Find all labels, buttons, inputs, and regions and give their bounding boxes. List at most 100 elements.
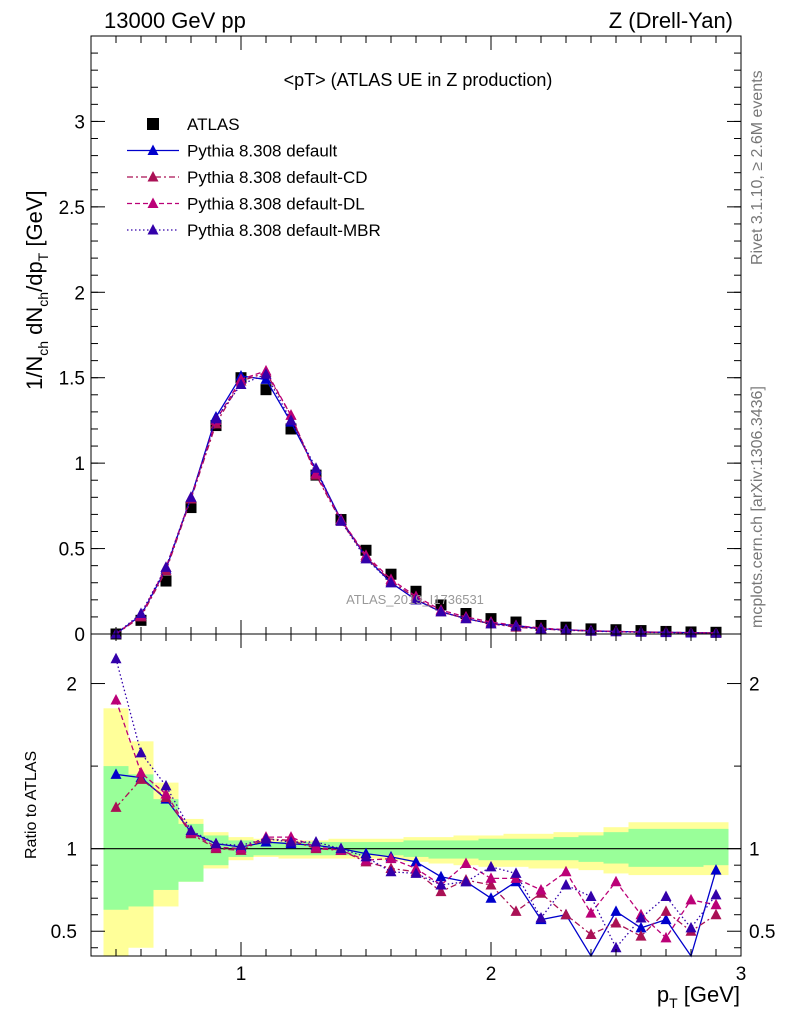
band-green [128,774,154,907]
legend-marker [147,197,159,208]
atlas-point [160,575,172,587]
x-tick-label: 2 [486,964,497,985]
x-axis-label: pT [GeV] [657,982,740,1011]
ratio-point [485,878,497,890]
series-point [310,462,322,473]
legend: ATLAS Pythia 8.308 default Pythia 8.308 de… [127,115,381,240]
ratio-point [135,746,147,758]
ratio-point [110,801,122,812]
ratio-series-3 [110,652,722,953]
ratio-point [410,867,422,878]
ratio-point [710,898,722,910]
legend-label: Pythia 8.308 default [187,142,338,161]
ratio-point [635,912,647,923]
ratio-point [685,921,697,933]
ratio-point [110,694,122,705]
main-title: <pT> (ATLAS UE in Z production) [284,70,553,90]
header-left: 13000 GeV pp [104,8,246,33]
ratio-point [135,766,147,778]
band-green [528,838,554,861]
ratio-point [710,908,722,920]
ratio-line [115,658,717,949]
ratio-point [410,855,422,867]
ratio-y-tick-label: 2 [66,675,77,696]
ratio-point [185,824,197,836]
band-green [703,828,729,866]
band-green [103,766,129,910]
ratio-point [560,865,572,877]
ratio-series-2 [110,694,722,943]
ratio-ylabel: Ratio to ATLAS [23,751,40,859]
ratio-y-tick-label-right: 0.5 [749,922,775,943]
ratio-line [115,699,717,939]
series-point [460,612,472,624]
y-tick-label: 2 [74,283,85,304]
band-green [153,799,179,890]
atlas-point [260,384,272,396]
series-point [510,620,522,631]
ratio-point [210,837,222,849]
ratio-point [660,890,672,902]
ratio-point [160,779,172,791]
ratio-point [135,773,147,784]
ratio-y-tick-label-right: 1 [749,840,760,861]
ratio-point [610,905,622,916]
ratio-point [310,836,322,847]
series-point [360,552,372,564]
series-point [285,414,297,425]
ratio-point [485,892,497,903]
ratio-point [660,905,672,916]
ratio-point [435,878,447,890]
ratio-point [460,857,472,869]
band-green [628,828,654,867]
ratio-point [660,931,672,943]
legend-marker [147,144,159,155]
series-point [335,515,347,526]
ratio-point [460,875,472,887]
ratio-point [610,916,622,928]
y-tick-label: 3 [74,112,85,133]
legend-marker [147,171,159,182]
band-green [678,828,704,867]
series-point [135,607,147,618]
x-tick-label: 3 [736,964,747,985]
ratio-point [435,870,447,882]
y-tick-label: 0 [74,625,85,646]
ratio-point [635,921,647,933]
ratio-point [160,788,172,799]
ratio-point [385,852,397,864]
series-point [210,412,222,424]
band-green [503,838,529,861]
ratio-point [610,875,622,887]
ratio-point [560,878,572,890]
legend-label: Pythia 8.308 default-CD [187,168,368,187]
header-right: Z (Drell-Yan) [609,8,733,33]
y-tick-label: 0.5 [59,540,85,561]
ratio-point [560,908,572,920]
band-green [428,840,454,859]
ratio-point [260,832,272,844]
ratio-point [485,860,497,872]
ratio-point [585,890,597,902]
atlas-point [185,502,197,514]
legend-label: Pythia 8.308 default-DL [187,195,365,214]
ratio-point [360,850,372,862]
ratio-point [710,864,722,875]
y-tick-label: 1 [74,454,85,475]
ratio-point [510,867,522,878]
band-green [478,838,504,861]
y-tick-label: 2.5 [59,198,85,219]
main-ylabel: 1/Nch dNch/dpT [GeV] [22,190,51,390]
main-watermark: ATLAS_2019_I1736531 [346,592,484,607]
ratio-panel: 0.5 0.5 1 1 2 2 1 2 3 Ratio to ATLAS pT [GeV] [23,633,775,1011]
band-green [653,828,679,867]
series-point [160,561,172,572]
ratio-point [385,865,397,877]
atlas-point [285,423,297,435]
ratio-point [510,905,522,916]
legend-marker [147,224,159,235]
series-point [260,368,272,379]
ratio-point [435,885,447,897]
series-point [385,576,397,588]
